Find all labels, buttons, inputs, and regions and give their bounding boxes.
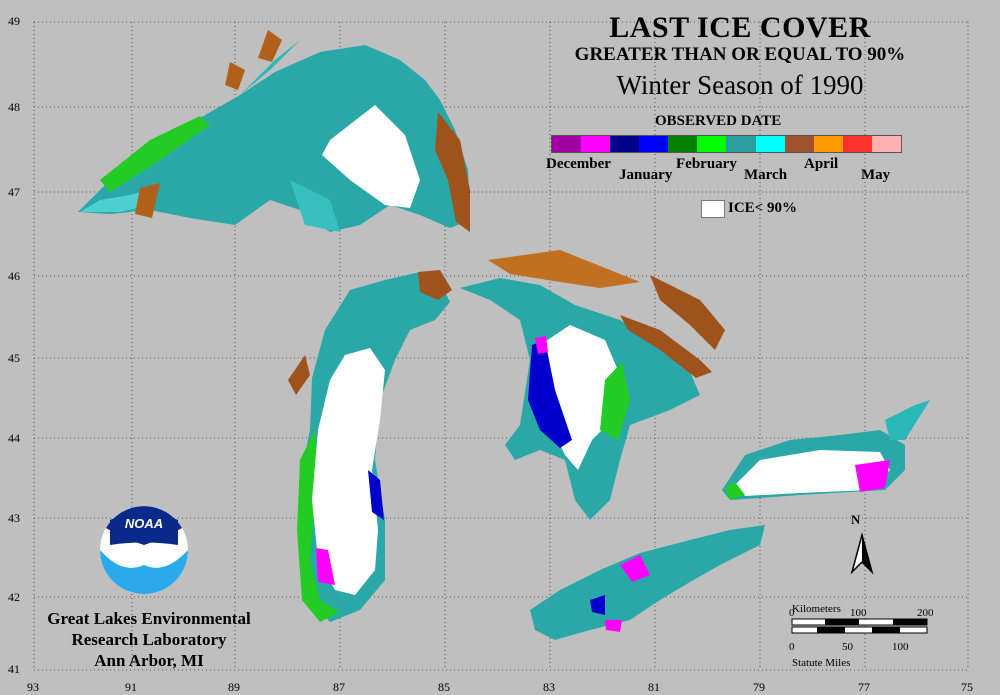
north-arrow: [850, 532, 874, 575]
legend-color-swatch: [552, 136, 582, 152]
lat-label: 43: [8, 511, 20, 525]
legend-color-swatch: [784, 136, 814, 152]
lat-label: 45: [8, 351, 20, 365]
scale-mi-tick: 50: [842, 641, 853, 653]
legend-month-december: December: [546, 156, 611, 172]
ice-label: ICE< 90%: [728, 200, 797, 216]
lon-label: 87: [333, 680, 345, 694]
lake-michigan: [288, 270, 452, 622]
scale-km-label: Kilometers: [792, 603, 841, 615]
title-line-2: GREATER THAN OR EQUAL TO 90%: [574, 44, 906, 65]
lon-label: 83: [543, 680, 555, 694]
noaa-logo: [100, 506, 188, 594]
lat-label: 41: [8, 662, 20, 676]
org-line-1: Great Lakes Environmental: [47, 609, 251, 628]
lon-label: 77: [858, 680, 870, 694]
lon-label: 81: [648, 680, 660, 694]
lake-huron: [460, 250, 725, 520]
lat-label: 42: [8, 590, 20, 604]
lat-label: 47: [8, 185, 20, 199]
scale-km-tick: 0: [789, 607, 795, 619]
lat-label: 44: [8, 431, 20, 445]
org-line-2: Research Laboratory: [71, 630, 227, 649]
lon-label: 75: [961, 680, 973, 694]
legend-month-march: March: [744, 167, 788, 183]
lon-label: 93: [27, 680, 39, 694]
lake-erie: [530, 525, 765, 640]
legend-color-swatch: [610, 136, 640, 152]
ice-swatch: [701, 200, 725, 218]
scale-bar: [791, 618, 928, 634]
map-title: LAST ICE COVER GREATER THAN OR EQUAL TO …: [560, 12, 920, 102]
scale-mi-label: Statute Miles: [792, 657, 851, 669]
legend-color-swatch: [668, 136, 698, 152]
legend-color-swatch: [842, 136, 872, 152]
legend-heading: OBSERVED DATE: [655, 113, 782, 129]
legend-color-swatch: [726, 136, 756, 152]
lat-label: 46: [8, 269, 20, 283]
legend-color-bar: [551, 135, 902, 153]
legend-color-swatch: [581, 136, 611, 152]
legend-month-february: February: [676, 156, 737, 172]
title-line-1: LAST ICE COVER: [609, 11, 871, 44]
lon-label: 85: [438, 680, 450, 694]
lat-label: 48: [8, 100, 20, 114]
legend-month-april: April: [804, 156, 839, 172]
noaa-logo-text: NOAA: [124, 516, 164, 531]
legend-color-swatch: [813, 136, 843, 152]
lon-label: 91: [125, 680, 137, 694]
lat-label: 49: [8, 14, 20, 28]
legend-month-may: May: [861, 167, 891, 183]
scale-km-tick: 100: [850, 607, 867, 619]
legend-color-swatch: [871, 136, 901, 152]
legend-color-swatch: [697, 136, 727, 152]
org-line-3: Ann Arbor, MI: [94, 651, 204, 670]
title-line-3: Winter Season of 1990: [616, 70, 864, 100]
lake-superior: [78, 30, 470, 232]
scale-mi-tick: 0: [789, 641, 795, 653]
lon-label: 79: [753, 680, 765, 694]
legend-month-january: January: [619, 167, 673, 183]
legend-color-swatch: [755, 136, 785, 152]
lake-ontario: [722, 400, 930, 500]
lon-label: 89: [228, 680, 240, 694]
scale-mi-tick: 100: [892, 641, 909, 653]
scale-km-tick: 200: [917, 607, 934, 619]
north-label: N: [851, 512, 861, 527]
legend-color-swatch: [639, 136, 669, 152]
organization-credit: Great Lakes Environmental Research Labor…: [34, 608, 264, 671]
